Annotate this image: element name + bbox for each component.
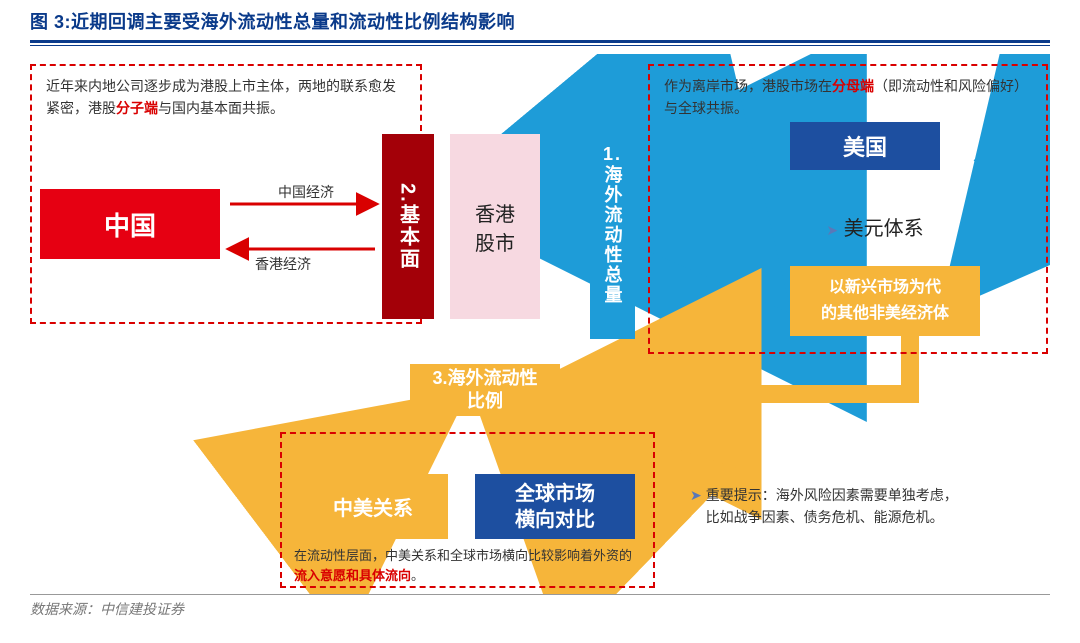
hk-label-1: 香港 [475,198,515,227]
ratio-block: 3.海外流动性 比例 [410,364,560,416]
cn-us-block: 中美关系 [298,474,448,539]
hk-block: 香港 股市 [450,134,540,319]
label-hk-econ: 香港经济 [255,254,311,274]
global-block: 全球市场 横向对比 [475,474,635,539]
usd-system: ➤ 美元体系 [790,212,960,241]
liq-total-num: 1. [603,144,622,165]
title-underline-thin [30,45,1050,46]
fundamental-block: 2.基本面 [382,134,434,319]
risk-note: ➤重要提示：海外风险因素需要单独考虑， ➤ 比如战争因素、债务危机、能源危机。 [690,484,1040,529]
note-line1: 重要提示：海外风险因素需要单独考虑， [706,487,958,503]
fundamental-label: 2.基本面 [394,183,423,270]
right-desc-pre: 作为离岸市场，港股市场在 [664,78,832,94]
bottom-desc-red: 流入意愿和具体流向 [294,568,411,583]
bottom-desc: 在流动性层面，中美关系和全球市场横向比较影响着外资的流入意愿和具体流向。 [282,540,654,592]
hk-label-2: 股市 [475,227,515,256]
bullet-icon: ➤ [826,222,838,238]
em-line2: 的其他非美经济体 [821,301,949,327]
label-cn-econ: 中国经济 [278,182,334,202]
note-line2: 比如战争因素、债务危机、能源危机。 [706,509,944,525]
global-line2: 横向对比 [515,507,595,533]
ratio-line2: 比例 [467,390,503,413]
bottom-desc-pre: 在流动性层面，中美关系和全球市场横向比较影响着外资的 [294,548,632,563]
ratio-line1: 3.海外流动性 [432,367,537,390]
left-desc-red: 分子端 [116,100,158,116]
left-desc: 近年来内地公司逐步成为港股上市主体，两地的联系愈发紧密，港股分子端与国内基本面共… [32,66,420,129]
us-label: 美国 [843,130,887,162]
em-block: 以新兴市场为代 的其他非美经济体 [790,266,980,336]
china-block: 中国 [40,189,220,259]
data-source: 数据来源：中信建投证券 [0,595,1080,623]
liq-total-text: 海外流动性总量 [600,165,626,305]
china-label: 中国 [104,206,156,243]
liquidity-total-block: 1. 海外流动性总量 [590,109,635,339]
title-underline [30,40,1050,43]
bullet-icon-2: ➤ [690,487,702,503]
bottom-desc-post: 。 [411,568,424,583]
right-desc: 作为离岸市场，港股市场在分母端（即流动性和风险偏好）与全球共振。 [650,66,1046,129]
em-line1: 以新兴市场为代 [829,275,941,301]
diagram-stage: 近年来内地公司逐步成为港股上市主体，两地的联系愈发紧密，港股分子端与国内基本面共… [30,54,1050,594]
us-block: 美国 [790,122,940,170]
left-desc-post: 与国内基本面共振。 [158,100,284,116]
cn-us-label: 中美关系 [333,492,413,521]
figure-title: 图 3:近期回调主要受海外流动性总量和流动性比例结构影响 [0,0,1080,40]
usd-system-label: 美元体系 [844,218,924,240]
right-desc-red: 分母端 [832,78,874,94]
global-line1: 全球市场 [515,481,595,507]
